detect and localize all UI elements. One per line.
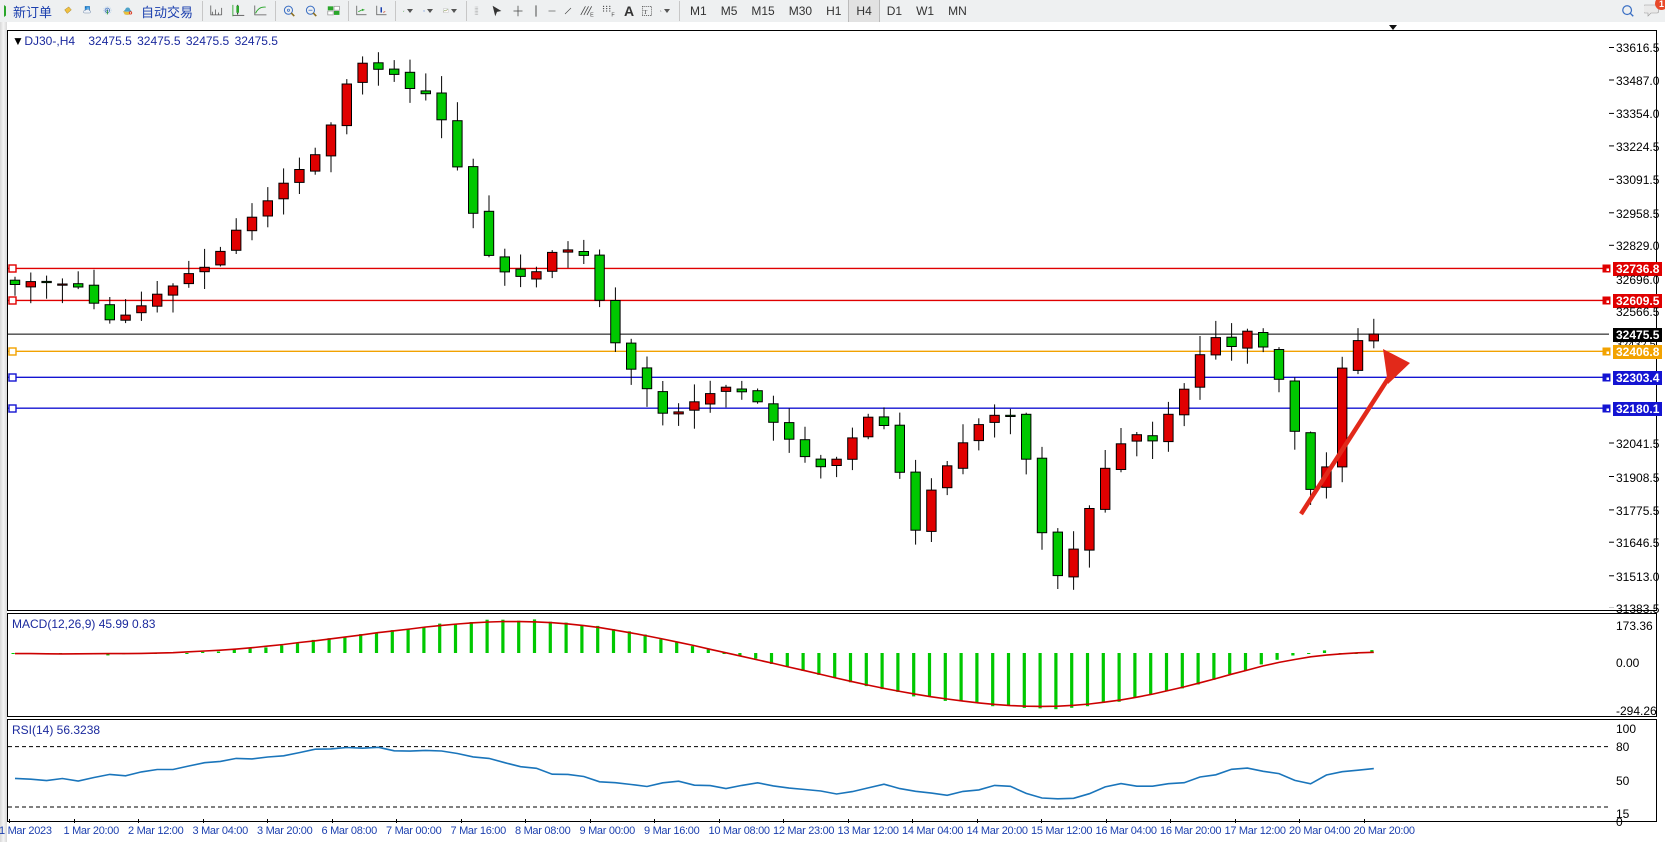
svg-text:T: T bbox=[643, 9, 647, 16]
svg-text:E: E bbox=[590, 12, 594, 18]
svg-text:F: F bbox=[611, 12, 615, 18]
